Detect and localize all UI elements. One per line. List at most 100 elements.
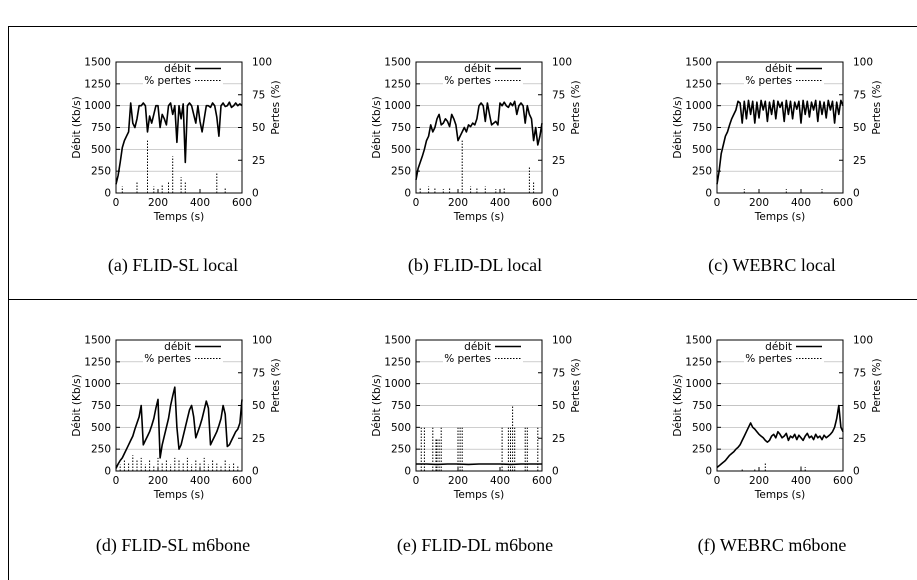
y-tick-label: 1000: [685, 378, 712, 390]
x-tick-label: 200: [148, 197, 168, 209]
y2-tick-label: 25: [252, 155, 265, 167]
x-tick-label: 600: [232, 197, 252, 209]
y-tick-label: 1500: [384, 57, 411, 69]
x-tick-label: 0: [714, 475, 721, 487]
y-tick-label: 250: [692, 166, 712, 178]
y2-tick-label: 25: [552, 433, 565, 445]
legend-label: débit: [464, 341, 491, 353]
y2-tick-label: 50: [252, 400, 265, 412]
y-tick-label: 750: [692, 400, 712, 412]
y-axis-label: Débit (Kb/s): [672, 374, 684, 436]
x-axis-label: Temps (s): [153, 489, 204, 501]
legend-label: débit: [765, 63, 792, 75]
y-tick-label: 1500: [84, 57, 111, 69]
y2-tick-label: 75: [252, 89, 265, 101]
y-tick-label: 1500: [84, 335, 111, 347]
x-tick-label: 600: [532, 475, 552, 487]
x-tick-label: 200: [448, 475, 468, 487]
y-tick-label: 0: [404, 466, 411, 478]
caption-f: (f) WEBRC m6bone: [697, 535, 847, 555]
y-axis-label: Débit (Kb/s): [71, 374, 83, 436]
y2-tick-label: 50: [552, 122, 565, 134]
x-tick-label: 600: [833, 197, 853, 209]
y-tick-label: 500: [91, 422, 111, 434]
y-tick-label: 250: [391, 444, 411, 456]
y-tick-label: 250: [391, 166, 411, 178]
y-tick-label: 1500: [685, 335, 712, 347]
plot-frame: [716, 339, 844, 472]
x-axis-label: Temps (s): [453, 489, 504, 501]
y-tick-label: 500: [391, 422, 411, 434]
y2-tick-label: 50: [853, 122, 866, 134]
caption-b: (b) FLID-DL local: [407, 255, 543, 275]
x-axis-label: Temps (s): [754, 489, 805, 501]
x-tick-label: 0: [113, 475, 120, 487]
y-tick-label: 250: [91, 166, 111, 178]
y2-axis-label: Pertes (%): [570, 358, 582, 412]
y2-axis-label: Pertes (%): [871, 358, 883, 412]
y2-tick-label: 50: [552, 400, 565, 412]
figure-frame: [8, 26, 917, 580]
y-axis-label: Débit (Kb/s): [371, 96, 383, 158]
y-tick-label: 0: [104, 188, 111, 200]
caption-d: (d) FLID-SL m6bone: [95, 535, 251, 555]
y2-axis-label: Pertes (%): [570, 80, 582, 134]
y-tick-label: 250: [91, 444, 111, 456]
y2-tick-label: 0: [552, 466, 559, 478]
y-axis-label: Débit (Kb/s): [672, 96, 684, 158]
y2-tick-label: 25: [552, 155, 565, 167]
y2-tick-label: 25: [252, 433, 265, 445]
x-tick-label: 400: [190, 475, 210, 487]
y-tick-label: 1250: [685, 78, 712, 90]
y2-tick-label: 0: [853, 466, 860, 478]
y-tick-label: 0: [404, 188, 411, 200]
legend-label: % pertes: [444, 353, 491, 365]
y-tick-label: 1000: [384, 100, 411, 112]
series-debit-line: [716, 99, 844, 185]
caption-e: (e) FLID-DL m6bone: [396, 535, 554, 555]
legend-label: débit: [164, 341, 191, 353]
y-tick-label: 1000: [685, 100, 712, 112]
y-tick-label: 0: [705, 188, 712, 200]
y2-tick-label: 100: [853, 335, 873, 347]
legend-label: % pertes: [745, 353, 792, 365]
y-tick-label: 750: [91, 400, 111, 412]
legend-label: débit: [164, 63, 191, 75]
y2-tick-label: 0: [252, 188, 259, 200]
y-axis-label: Débit (Kb/s): [71, 96, 83, 158]
x-tick-label: 600: [532, 197, 552, 209]
y-axis-label: Débit (Kb/s): [371, 374, 383, 436]
y2-tick-label: 75: [853, 89, 866, 101]
y2-tick-label: 100: [252, 335, 272, 347]
y2-tick-label: 75: [853, 367, 866, 379]
y-tick-label: 750: [391, 400, 411, 412]
y-tick-label: 1000: [84, 378, 111, 390]
x-tick-label: 400: [791, 475, 811, 487]
y-tick-label: 1250: [384, 78, 411, 90]
series-debit-line: [115, 101, 243, 185]
y2-tick-label: 75: [252, 367, 265, 379]
x-tick-label: 200: [749, 475, 769, 487]
y2-axis-label: Pertes (%): [270, 80, 282, 134]
y-tick-label: 1250: [384, 356, 411, 368]
y-tick-label: 500: [692, 422, 712, 434]
x-tick-label: 400: [190, 197, 210, 209]
y2-tick-label: 75: [552, 89, 565, 101]
x-tick-label: 0: [413, 475, 420, 487]
plot-frame: [415, 339, 543, 472]
series-debit-line: [115, 386, 243, 469]
y2-tick-label: 0: [252, 466, 259, 478]
x-axis-label: Temps (s): [754, 211, 805, 223]
x-tick-label: 600: [833, 475, 853, 487]
series-debit-line: [716, 404, 844, 469]
y2-tick-label: 100: [252, 57, 272, 69]
legend-label: débit: [765, 341, 792, 353]
y-tick-label: 750: [391, 122, 411, 134]
series-debit-line: [415, 100, 543, 181]
